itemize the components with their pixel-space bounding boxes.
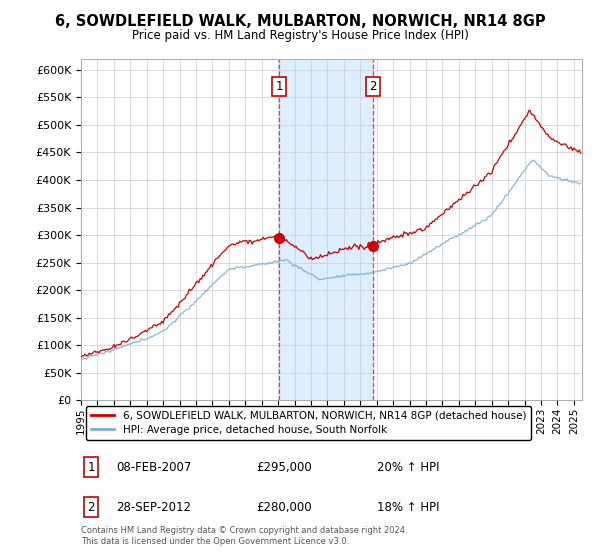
Text: Contains HM Land Registry data © Crown copyright and database right 2024.
This d: Contains HM Land Registry data © Crown c… [81,526,407,546]
Text: 1: 1 [87,461,95,474]
Bar [280,59,373,400]
Text: 18% ↑ HPI: 18% ↑ HPI [377,501,439,514]
Legend: 6, SOWDLEFIELD WALK, MULBARTON, NORWICH, NR14 8GP (detached house), HPI: Average: 6, SOWDLEFIELD WALK, MULBARTON, NORWICH,… [86,405,532,440]
Text: Price paid vs. HM Land Registry's House Price Index (HPI): Price paid vs. HM Land Registry's House … [131,29,469,42]
Text: 28-SEP-2012: 28-SEP-2012 [116,501,191,514]
Text: 2: 2 [87,501,95,514]
Text: £280,000: £280,000 [256,501,312,514]
Text: 1: 1 [275,80,283,93]
Text: 6, SOWDLEFIELD WALK, MULBARTON, NORWICH, NR14 8GP: 6, SOWDLEFIELD WALK, MULBARTON, NORWICH,… [55,14,545,29]
Text: £295,000: £295,000 [256,461,312,474]
Text: 2: 2 [369,80,376,93]
Text: 08-FEB-2007: 08-FEB-2007 [116,461,191,474]
Text: 20% ↑ HPI: 20% ↑ HPI [377,461,439,474]
